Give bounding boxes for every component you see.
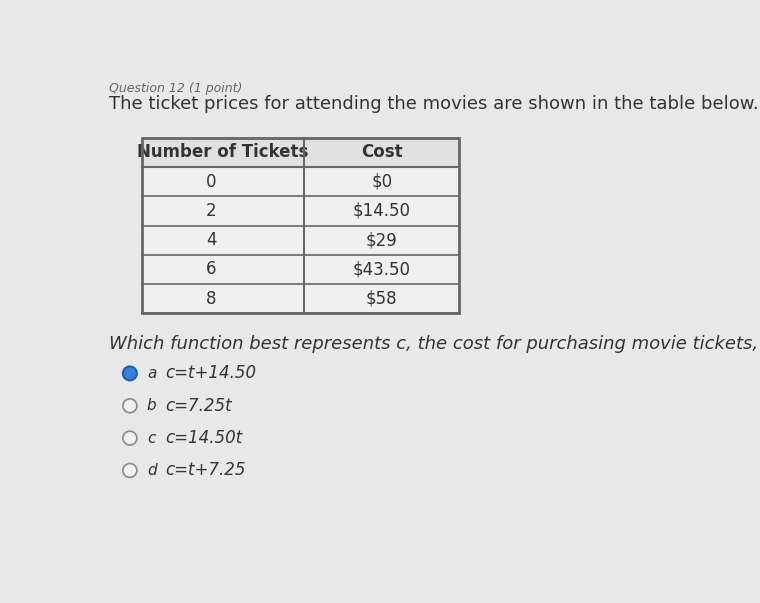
Text: Cost: Cost — [361, 144, 403, 162]
Circle shape — [123, 464, 137, 478]
Circle shape — [123, 399, 137, 412]
Text: c=t+14.50: c=t+14.50 — [165, 364, 256, 382]
Text: $0: $0 — [371, 172, 392, 191]
Text: 2: 2 — [206, 202, 217, 220]
Circle shape — [123, 367, 137, 380]
FancyBboxPatch shape — [141, 138, 459, 167]
Text: c: c — [147, 431, 155, 446]
Text: $29: $29 — [366, 231, 397, 249]
Text: c=t+7.25: c=t+7.25 — [165, 461, 245, 479]
FancyBboxPatch shape — [141, 197, 459, 226]
Text: $58: $58 — [366, 289, 397, 308]
Text: The ticket prices for attending the movies are shown in the table below.: The ticket prices for attending the movi… — [109, 95, 758, 113]
Text: a: a — [147, 366, 157, 381]
FancyBboxPatch shape — [141, 226, 459, 255]
Text: 8: 8 — [206, 289, 217, 308]
Text: $14.50: $14.50 — [353, 202, 410, 220]
Text: Which function best represents c, the cost for purchasing movie tickets, t?: Which function best represents c, the co… — [109, 335, 760, 353]
Text: c=7.25t: c=7.25t — [165, 397, 231, 415]
Text: d: d — [147, 463, 157, 478]
FancyBboxPatch shape — [141, 167, 459, 197]
Text: $43.50: $43.50 — [353, 260, 410, 279]
FancyBboxPatch shape — [141, 284, 459, 314]
Text: Question 12 (1 point): Question 12 (1 point) — [109, 81, 242, 95]
FancyBboxPatch shape — [141, 255, 459, 284]
Text: Number of Tickets: Number of Tickets — [138, 144, 309, 162]
Text: c=14.50t: c=14.50t — [165, 429, 242, 447]
Text: 4: 4 — [206, 231, 217, 249]
Circle shape — [123, 431, 137, 445]
Text: 0: 0 — [206, 172, 217, 191]
Text: 6: 6 — [206, 260, 217, 279]
Text: b: b — [147, 398, 157, 413]
